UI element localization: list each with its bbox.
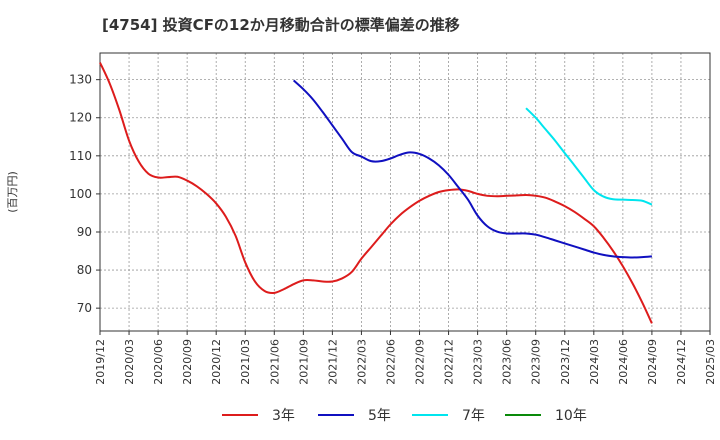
y-tick-label: 100: [69, 187, 92, 201]
axes: [96, 52, 711, 335]
x-tick-label: 2020/12: [210, 339, 223, 385]
legend-item: 10年: [505, 404, 587, 426]
x-tick-label: 2023/12: [559, 339, 572, 385]
plot-border: [99, 52, 711, 332]
y-tick-label: 120: [69, 111, 92, 125]
chart-plot: 2019/12 2020/03 2020/06 2020/09 2020/12 2021/…: [6, 52, 717, 385]
legend-item: 3年: [222, 404, 295, 426]
x-tick-label: 2024/03: [588, 339, 601, 385]
y-tick-label: 110: [69, 149, 92, 163]
x-tick-label: 2021/09: [297, 339, 310, 385]
x-tick-label: 2022/12: [443, 339, 456, 385]
y-tick-label: 90: [77, 225, 92, 239]
y-axis-label: (百万円): [6, 171, 19, 213]
grid-lines: [100, 53, 710, 331]
legend-label: 3年: [272, 408, 295, 424]
series-line-1: [99, 62, 653, 324]
series-line-3: [525, 107, 653, 206]
series-lines: [99, 62, 653, 324]
legend-label: 7年: [462, 408, 485, 424]
x-tick-label: 2020/06: [152, 339, 165, 385]
x-tick-label: 2023/06: [501, 339, 514, 385]
legend-swatch: [222, 414, 258, 416]
x-tick-label: 2022/03: [355, 339, 368, 385]
legend-item: 7年: [412, 404, 485, 426]
chart-title: [4754] 投資CFの12か月移動合計の標準偏差の推移: [102, 16, 460, 34]
legend: 3年 5年 7年 10年: [0, 404, 720, 426]
x-tick-label: 2024/12: [675, 339, 688, 385]
x-tick-label: 2020/03: [123, 339, 136, 385]
x-tick-label: 2021/06: [268, 339, 281, 385]
legend-item: 5年: [318, 404, 391, 426]
legend-swatch: [412, 414, 448, 416]
y-tick-label: 70: [77, 301, 92, 315]
series-line-2: [292, 79, 652, 259]
legend-swatch: [505, 414, 541, 416]
x-tick-label: 2020/09: [181, 339, 194, 385]
tick-labels: 2019/12 2020/03 2020/06 2020/09 2020/12 2021/…: [6, 73, 717, 385]
x-tick-label: 2019/12: [94, 339, 107, 385]
x-tick-label: 2024/09: [646, 339, 659, 385]
legend-label: 5年: [368, 408, 391, 424]
x-tick-label: 2024/06: [617, 339, 630, 385]
legend-label: 10年: [555, 408, 587, 424]
x-tick-label: 2023/09: [530, 339, 543, 385]
x-tick-label: 2021/03: [239, 339, 252, 385]
x-tick-label: 2021/12: [326, 339, 339, 385]
x-tick-label: 2022/09: [414, 339, 427, 385]
y-tick-label: 80: [77, 263, 92, 277]
legend-swatch: [318, 414, 354, 416]
x-tick-label: 2022/06: [384, 339, 397, 385]
x-tick-label: 2025/03: [704, 339, 717, 385]
y-tick-label: 130: [69, 73, 92, 87]
x-tick-label: 2023/03: [472, 339, 485, 385]
